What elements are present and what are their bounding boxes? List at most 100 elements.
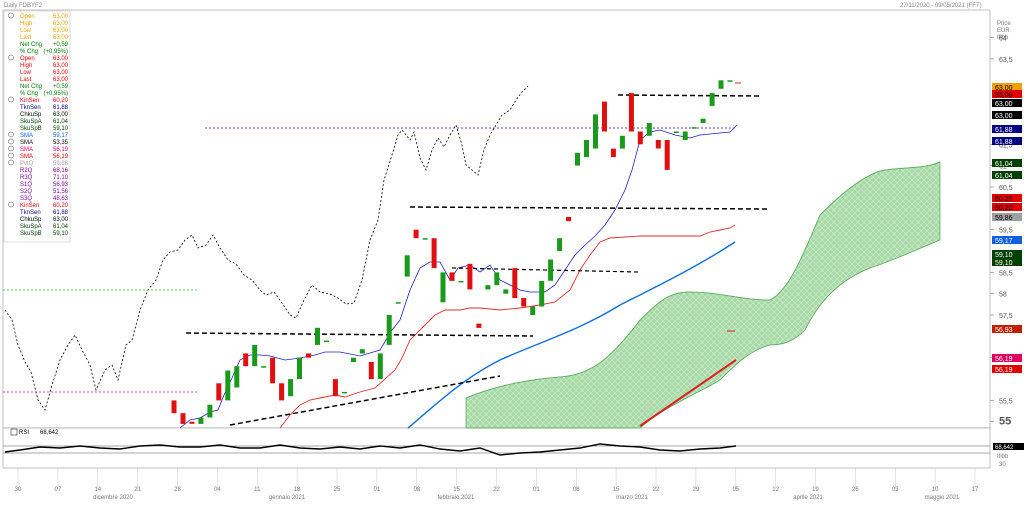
price-badge	[992, 159, 1022, 167]
legend-value: 63,00	[53, 35, 69, 41]
legend-toggle-icon[interactable]	[8, 138, 14, 145]
legend-label: S3Q	[20, 196, 32, 202]
candle	[332, 379, 338, 397]
legend-value: 63,00	[53, 63, 69, 69]
price-badge	[992, 203, 1022, 211]
date-range: 27/11/2020 - 09/05/2021 (FFT)	[900, 3, 982, 9]
date-tick-label: 10	[932, 487, 939, 493]
legend-value: 56,19	[53, 147, 69, 153]
candle	[467, 263, 473, 290]
candle	[691, 127, 697, 129]
price-badge-text: 59,17	[995, 238, 1013, 245]
price-axis-header: Price	[997, 21, 1011, 27]
legend-value: 56,19	[53, 154, 69, 160]
date-tick-label: 29	[693, 487, 700, 493]
candle	[575, 152, 580, 166]
candle	[593, 114, 598, 149]
candle	[655, 140, 661, 149]
candle	[413, 229, 419, 239]
trendline-rising	[229, 375, 501, 426]
trendline-support-2	[451, 267, 639, 273]
legend-toggle-icon[interactable]	[8, 152, 14, 159]
month-label: maggio 2021	[925, 495, 960, 501]
legend-label: % Chg	[20, 49, 38, 55]
candle	[557, 238, 563, 251]
price-tick-label: 59,5	[999, 228, 1013, 235]
trendline-resistance-1	[409, 206, 771, 210]
legend-toggle-icon[interactable]	[8, 131, 14, 138]
candle	[189, 421, 195, 424]
legend-label: Low	[20, 28, 32, 34]
price-badge-text: 61,04	[995, 161, 1013, 168]
candle	[539, 280, 545, 307]
date-tick-label: 11	[254, 487, 261, 493]
legend-toggle-icon[interactable]	[8, 201, 14, 208]
rsi-toggle-icon[interactable]	[10, 428, 18, 436]
candle	[718, 80, 724, 89]
month-label: gennaio 2021	[269, 495, 306, 501]
legend-value: 61,04	[53, 224, 69, 230]
price-badge	[992, 325, 1022, 333]
legend-value: 63,00	[53, 28, 69, 34]
price-badge-text: 59,86	[995, 215, 1013, 222]
legend-value: 63,00	[53, 70, 69, 76]
price-badge	[992, 111, 1022, 119]
legend-label: R3Q	[20, 175, 33, 181]
legend-label: SkuSpB	[20, 231, 42, 237]
date-tick-label: 25	[334, 487, 341, 493]
candle	[709, 93, 715, 106]
date-tick-label: 14	[94, 487, 101, 493]
legend-label: Net Chg	[20, 42, 42, 48]
legend-value: 63,00	[53, 14, 69, 20]
candle	[682, 131, 688, 140]
trendline-support-1	[185, 332, 534, 337]
date-tick-label: 22	[493, 487, 500, 493]
legend-value: 53,35	[53, 140, 69, 146]
price-badge-text: 63,00	[995, 92, 1013, 99]
price-tick-label: 58,5	[999, 270, 1013, 277]
legend-toggle-icon[interactable]	[8, 159, 14, 166]
price-badge-text: 56,19	[995, 356, 1013, 363]
candlestick-series	[171, 80, 733, 424]
legend-toggle-icon[interactable]	[8, 12, 14, 19]
date-tick-label: 17	[972, 487, 979, 493]
legend-label: SMA	[20, 133, 33, 139]
legend-label: TknSen	[20, 210, 41, 216]
price-badge-text: 63,00	[995, 113, 1013, 120]
legend-label: High	[20, 63, 32, 69]
kijun-sen	[279, 224, 736, 429]
legend-toggle-icon[interactable]	[8, 54, 14, 61]
price-badge	[992, 250, 1022, 258]
legend-label: High	[20, 21, 32, 27]
legend-toggle-icon[interactable]	[8, 96, 14, 103]
legend-label: ChkuSp	[20, 112, 42, 118]
candle	[628, 93, 634, 132]
price-tick-label: 55	[999, 416, 1011, 428]
candle	[646, 123, 652, 136]
candle	[359, 349, 365, 354]
legend-value: 60,20	[53, 98, 69, 104]
date-tick-label: 08	[573, 487, 580, 493]
rsi-panel[interactable]	[2, 427, 991, 469]
legend-value: 60,20	[53, 203, 69, 209]
candle	[476, 323, 482, 328]
price-tick-label: 64	[999, 36, 1007, 43]
price-tick-label: 60,5	[999, 185, 1013, 192]
price-badge-text: 59,10	[995, 252, 1013, 259]
price-badge	[992, 99, 1022, 107]
legend-value: 68,16	[53, 168, 69, 174]
month-label: aprile 2021	[793, 495, 823, 501]
price-tick-label: 55,5	[999, 398, 1013, 405]
date-tick-label: 15	[453, 487, 460, 493]
legend-value: +0,59	[53, 42, 69, 48]
legend-toggle-icon[interactable]	[8, 145, 14, 152]
legend-label: Open	[20, 14, 35, 20]
legend-value: 61,04	[53, 119, 69, 125]
legend-value: 59,86	[53, 161, 69, 167]
candle	[270, 357, 276, 384]
price-badge	[992, 194, 1022, 202]
legend-value: 63,00	[53, 21, 69, 27]
candle	[440, 272, 446, 303]
candle	[458, 280, 464, 283]
